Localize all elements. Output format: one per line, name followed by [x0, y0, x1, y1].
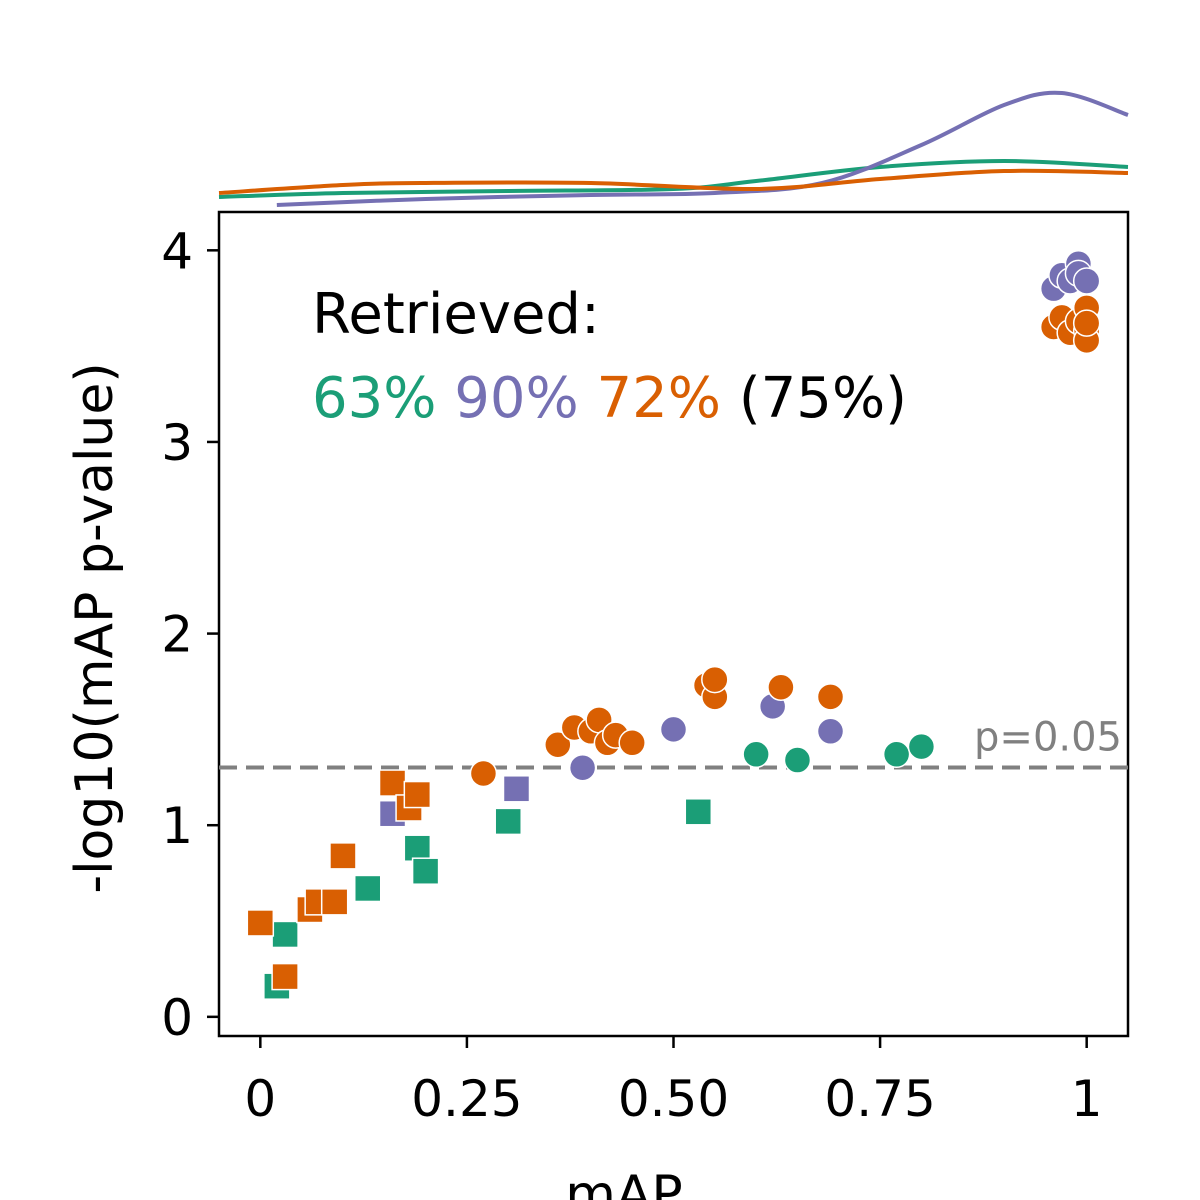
- circle-point: [767, 673, 795, 701]
- circle-point: [544, 730, 572, 759]
- retrieved-part-1: 90%: [436, 366, 578, 431]
- circle-point: [882, 740, 911, 769]
- threshold-group: p=0.05: [219, 715, 1128, 770]
- x-tick-label: 1: [1071, 1070, 1103, 1128]
- square-point: [320, 888, 349, 916]
- y-tick-label: 2: [161, 606, 193, 664]
- marginal-density-plot: [218, 90, 1129, 207]
- square-point: [353, 874, 382, 903]
- circle-point: [1072, 267, 1101, 295]
- x-axis-label: mAP: [565, 1165, 683, 1200]
- y-tick-label: 4: [161, 222, 193, 280]
- axes-group: 0 0.25 0.50 0.75 1 0 1 2 3 4: [161, 222, 1102, 1128]
- retrieved-heading: Retrieved:: [312, 282, 600, 347]
- square-point: [246, 909, 275, 937]
- points-group: [246, 249, 1101, 1000]
- square-point: [271, 962, 299, 991]
- circle-point: [816, 683, 845, 711]
- circle-point: [742, 740, 770, 769]
- square-point: [502, 775, 531, 803]
- x-tick-label: 0.75: [824, 1070, 935, 1128]
- density-curve-2: [218, 168, 1129, 195]
- circle-point: [783, 746, 812, 774]
- circle-point: [469, 759, 498, 788]
- x-tick-label: 0.50: [618, 1070, 729, 1128]
- retrieved-part-3: (75%): [721, 366, 907, 431]
- y-tick-label: 1: [161, 797, 193, 855]
- circle-point: [568, 753, 597, 782]
- threshold-label: p=0.05: [974, 715, 1122, 761]
- x-tick-label: 0.25: [411, 1070, 522, 1128]
- y-tick-label: 3: [161, 414, 193, 472]
- retrieved-part-0: 63%: [312, 366, 436, 431]
- circle-point: [1072, 309, 1101, 337]
- square-point: [378, 769, 407, 797]
- square-point: [403, 834, 432, 862]
- square-point: [494, 807, 522, 836]
- circle-point: [659, 715, 688, 744]
- y-axis-label: -log10(mAP p-value): [65, 362, 125, 893]
- retrieved-part-2: 72%: [579, 366, 721, 431]
- density-curve-0: [218, 158, 1129, 199]
- x-tick-label: 0: [244, 1070, 276, 1128]
- square-point: [684, 798, 713, 826]
- retrieved-percentages: 63% 90% 72% (75%): [312, 366, 907, 431]
- square-point: [271, 920, 299, 949]
- circle-point: [907, 732, 936, 761]
- square-point: [403, 780, 432, 809]
- square-point: [411, 857, 440, 885]
- circle-point: [701, 665, 729, 694]
- circle-point: [816, 717, 845, 746]
- circle-point: [618, 729, 646, 757]
- y-tick-label: 0: [161, 989, 193, 1047]
- square-point: [329, 842, 357, 870]
